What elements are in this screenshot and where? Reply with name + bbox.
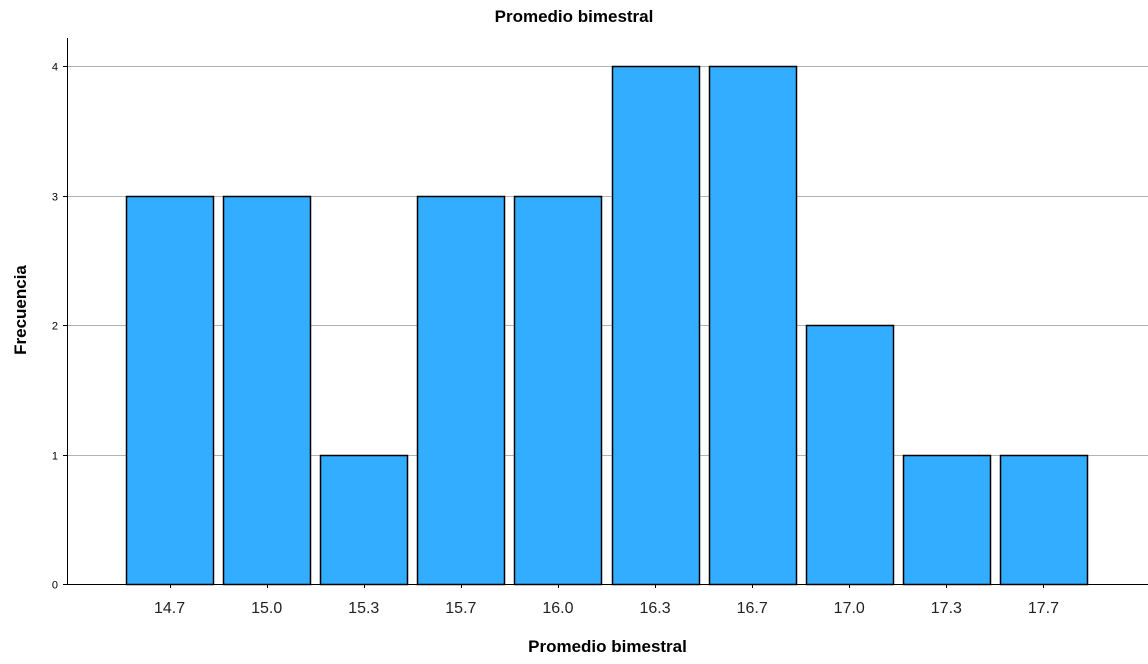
x-tick-label: 17.0 — [834, 600, 865, 617]
axes — [63, 38, 1148, 588]
x-tick-label: 16.7 — [737, 600, 768, 617]
x-tick-label: 17.7 — [1028, 600, 1059, 617]
x-tick-label: 16.0 — [542, 600, 573, 617]
x-tick-label: 15.7 — [445, 600, 476, 617]
x-tick-label: 14.7 — [154, 600, 185, 617]
x-tick-labels: 14.7 15.0 15.3 15.7 16.0 16.3 16.7 17.0 17.3 17.7 — [154, 600, 1059, 617]
bars — [125, 65, 1089, 586]
y-tick-label: 2 — [52, 321, 58, 333]
chart-title: Promedio bimestral — [494, 7, 654, 26]
bar-15.3 — [319, 454, 409, 586]
x-tick-label: 15.3 — [348, 600, 379, 617]
bar-15.7 — [416, 195, 506, 586]
bar-17.0 — [805, 324, 895, 586]
bar-16.0 — [513, 195, 603, 586]
y-tick-labels: 0 1 2 3 4 — [52, 62, 58, 592]
bar-15.0 — [222, 195, 312, 586]
x-tick-label: 17.3 — [931, 600, 962, 617]
bar-17.7 — [999, 454, 1089, 586]
bar-14.7 — [125, 195, 215, 586]
bar-17.3 — [902, 454, 992, 586]
bar-16.3 — [611, 65, 701, 586]
y-tick-label: 1 — [52, 451, 58, 463]
x-tick-label: 15.0 — [251, 600, 282, 617]
y-tick-label: 3 — [52, 192, 58, 204]
x-axis-label: Promedio bimestral — [528, 637, 687, 656]
y-tick-label: 0 — [52, 580, 58, 592]
x-tick-label: 16.3 — [639, 600, 670, 617]
y-tick-label: 4 — [52, 62, 58, 74]
bar-16.7 — [708, 65, 798, 586]
